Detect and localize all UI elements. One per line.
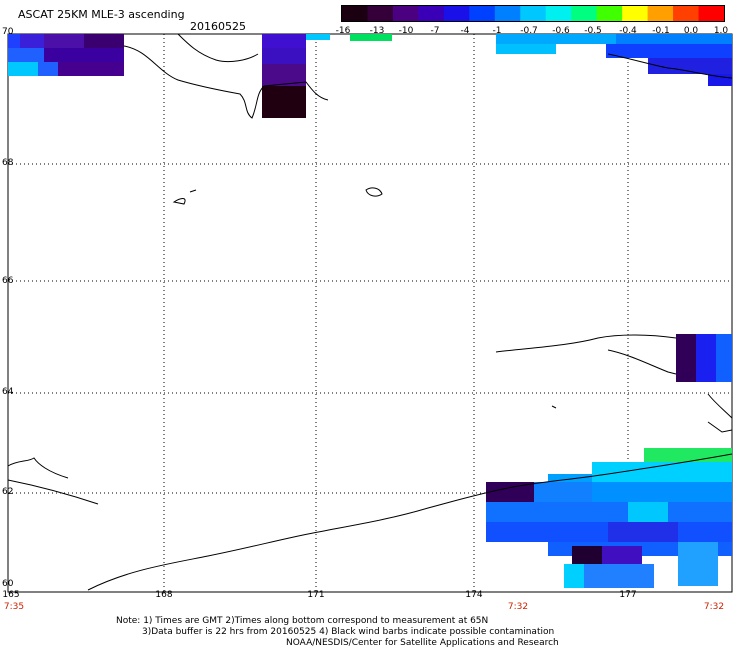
color-scale-step xyxy=(622,6,649,21)
longitude-label: 171 xyxy=(307,590,325,600)
color-scale-step xyxy=(494,6,521,21)
color-scale-step xyxy=(342,6,368,21)
latitude-label: 66 xyxy=(2,276,14,286)
latitude-label: 60 xyxy=(2,579,14,589)
scale-label: -0.4 xyxy=(619,26,637,36)
wind-swath-east-mid xyxy=(676,334,732,382)
wind-swath-northwest xyxy=(8,34,124,76)
scale-label: -0.7 xyxy=(520,26,538,36)
scale-label: -0.5 xyxy=(584,26,602,36)
color-scale-step xyxy=(418,6,445,21)
scale-label: -16 xyxy=(335,26,351,36)
color-scale-step xyxy=(367,6,394,21)
scale-label: -0.1 xyxy=(652,26,670,36)
color-scale-step xyxy=(469,6,496,21)
scale-label: 1.0 xyxy=(713,26,729,36)
pass-time-label: 7:32 xyxy=(507,602,529,612)
map-panel xyxy=(7,33,733,593)
wind-swath-northeast xyxy=(350,34,732,86)
color-scale-step xyxy=(698,6,724,21)
pass-time-label: 7:35 xyxy=(3,602,25,612)
scale-label: -13 xyxy=(369,26,385,36)
latitude-label: 62 xyxy=(2,487,14,497)
color-scale-step xyxy=(520,6,547,21)
latitude-label: 70 xyxy=(2,27,14,37)
scale-label: -4 xyxy=(460,26,470,36)
scale-label: -7 xyxy=(430,26,440,36)
footer-note-line1: Note: 1) Times are GMT 2)Times along bot… xyxy=(116,616,489,626)
latitude-label: 68 xyxy=(2,158,14,168)
color-scale-step xyxy=(443,6,470,21)
scale-label: -0.6 xyxy=(552,26,570,36)
color-scale-step xyxy=(545,6,572,21)
longitude-label: 168 xyxy=(155,590,173,600)
longitude-label: 174 xyxy=(465,590,483,600)
color-scale-step xyxy=(596,6,623,21)
latitude-label: 64 xyxy=(2,387,14,397)
wind-swath-north-center xyxy=(262,34,330,118)
coastlines xyxy=(7,33,733,591)
scale-label: -10 xyxy=(398,26,414,36)
footer-note-line2: 3)Data buffer is 22 hrs from 20160525 4)… xyxy=(142,627,555,637)
wind-swath-southeast xyxy=(486,448,732,588)
longitude-label: 177 xyxy=(619,590,637,600)
pass-time-label: 7:32 xyxy=(703,602,725,612)
color-scale-labels: -16 -13 -10 -7 -4 -1 -0.7 -0.6 -0.5 -0.4… xyxy=(333,26,733,38)
color-scale-step xyxy=(392,6,419,21)
color-scale-bar xyxy=(341,5,725,22)
color-scale-step xyxy=(673,6,700,21)
scale-label: 0.0 xyxy=(683,26,699,36)
footer-credit: NOAA/NESDIS/Center for Satellite Applica… xyxy=(286,638,559,648)
product-title: ASCAT 25KM MLE-3 ascending xyxy=(18,8,185,21)
longitude-label: 165 xyxy=(2,590,20,600)
product-date: 20160525 xyxy=(190,20,246,33)
color-scale-step xyxy=(571,6,598,21)
scale-label: -1 xyxy=(492,26,502,36)
color-scale-step xyxy=(647,6,674,21)
